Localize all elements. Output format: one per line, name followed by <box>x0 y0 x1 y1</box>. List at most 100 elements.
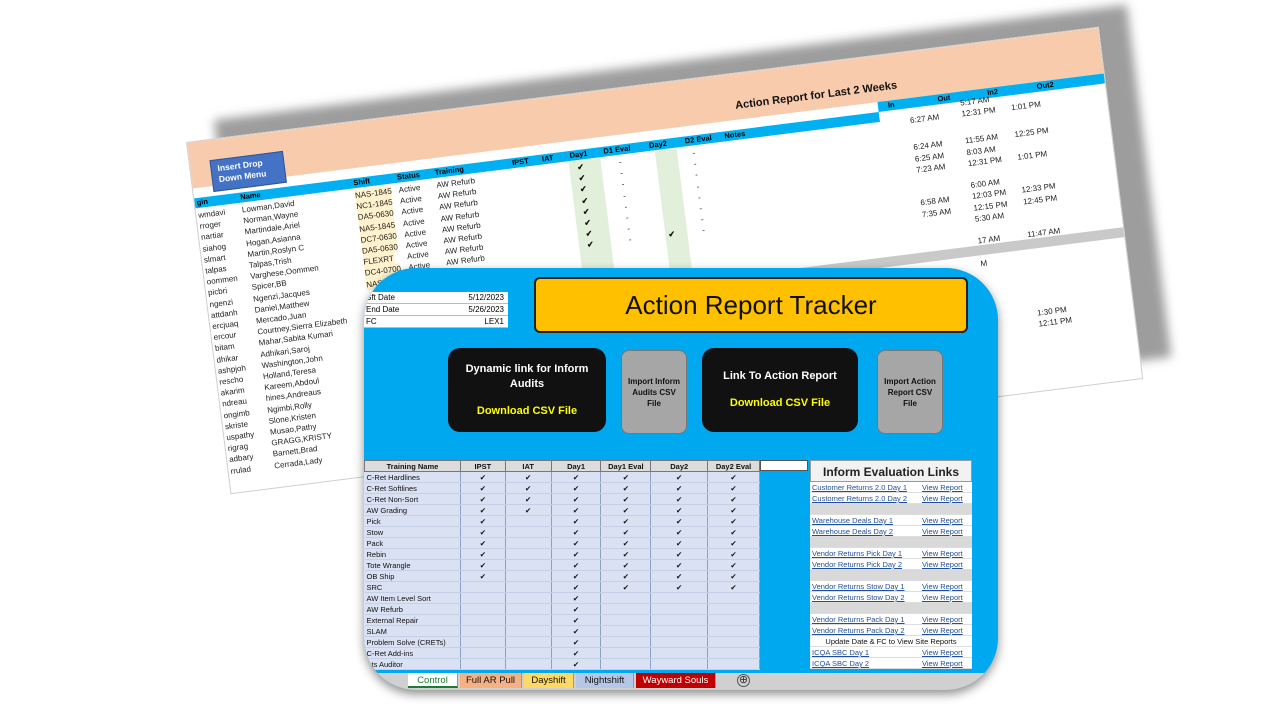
training-check-cell[interactable] <box>505 548 552 560</box>
inform-report-link[interactable]: Warehouse Deals Day 1 <box>812 516 894 525</box>
view-report-link[interactable]: View Report <box>922 615 963 624</box>
training-check-cell[interactable]: ✔ <box>551 658 602 670</box>
training-check-cell[interactable]: ✔ <box>650 537 709 549</box>
training-check-cell[interactable]: ✔ <box>650 581 709 593</box>
inform-report-link[interactable]: Warehouse Deals Day 2 <box>812 527 894 536</box>
training-check-cell[interactable]: ✔ <box>707 471 760 483</box>
training-check-cell[interactable] <box>505 658 552 670</box>
training-check-cell[interactable] <box>707 658 760 670</box>
training-check-cell[interactable]: ✔ <box>600 471 652 483</box>
training-check-cell[interactable] <box>460 647 506 659</box>
training-check-cell[interactable] <box>505 581 552 593</box>
selected-cell[interactable] <box>760 460 808 471</box>
training-check-cell[interactable]: ✔ <box>707 548 760 560</box>
view-report-link[interactable]: View Report <box>922 494 963 503</box>
training-check-cell[interactable]: ✔ <box>650 570 709 582</box>
training-check-cell[interactable] <box>707 603 760 615</box>
training-check-cell[interactable]: ✔ <box>707 515 760 527</box>
training-check-cell[interactable]: ✔ <box>460 471 506 483</box>
view-report-link[interactable]: View Report <box>922 516 963 525</box>
training-check-cell[interactable] <box>600 625 652 637</box>
training-check-cell[interactable] <box>460 592 506 604</box>
view-report-link[interactable]: View Report <box>922 626 963 635</box>
inform-report-link[interactable]: Customer Returns 2.0 Day 1 <box>812 483 908 492</box>
training-check-cell[interactable] <box>460 658 506 670</box>
training-check-cell[interactable]: ✔ <box>551 625 602 637</box>
training-check-cell[interactable]: ✔ <box>505 493 552 505</box>
training-check-cell[interactable]: ✔ <box>460 515 506 527</box>
training-check-cell[interactable]: ✔ <box>551 493 602 505</box>
training-check-cell[interactable]: ✔ <box>505 471 552 483</box>
training-check-cell[interactable]: ✔ <box>600 548 652 560</box>
training-check-cell[interactable] <box>650 603 709 615</box>
sheet-tab-nightshift[interactable]: Nightshift <box>576 673 634 688</box>
training-check-cell[interactable]: ✔ <box>600 526 652 538</box>
training-check-cell[interactable]: ✔ <box>551 570 602 582</box>
training-check-cell[interactable]: ✔ <box>551 592 602 604</box>
training-check-cell[interactable] <box>460 636 506 648</box>
training-check-cell[interactable]: ✔ <box>505 482 552 494</box>
training-check-cell[interactable] <box>505 647 552 659</box>
view-report-link[interactable]: View Report <box>922 560 963 569</box>
sheet-tab-wayward-souls[interactable]: Wayward Souls <box>636 673 716 688</box>
training-check-cell[interactable]: ✔ <box>650 493 709 505</box>
training-check-cell[interactable]: ✔ <box>551 482 602 494</box>
inform-report-link[interactable]: Vendor Returns Pack Day 1 <box>812 615 905 624</box>
training-check-cell[interactable] <box>650 658 709 670</box>
training-check-cell[interactable] <box>505 636 552 648</box>
training-check-cell[interactable]: ✔ <box>650 526 709 538</box>
view-report-link[interactable]: View Report <box>922 593 963 602</box>
training-check-cell[interactable]: ✔ <box>551 548 602 560</box>
training-check-cell[interactable]: ✔ <box>551 537 602 549</box>
training-check-cell[interactable]: ✔ <box>600 537 652 549</box>
training-check-cell[interactable] <box>707 625 760 637</box>
training-check-cell[interactable] <box>505 526 552 538</box>
training-check-cell[interactable]: ✔ <box>650 504 709 516</box>
training-check-cell[interactable]: ✔ <box>505 504 552 516</box>
training-check-cell[interactable] <box>650 614 709 626</box>
training-check-cell[interactable]: ✔ <box>600 559 652 571</box>
training-check-cell[interactable] <box>600 658 652 670</box>
training-check-cell[interactable]: ✔ <box>650 471 709 483</box>
training-check-cell[interactable] <box>505 537 552 549</box>
training-check-cell[interactable]: ✔ <box>707 493 760 505</box>
sheet-tab-control[interactable]: Control <box>408 673 458 688</box>
sheet-tab-dayshift[interactable]: Dayshift <box>524 673 574 688</box>
training-check-cell[interactable] <box>600 614 652 626</box>
inform-audits-link-button[interactable]: Dynamic link for Inform Audits Download … <box>448 348 606 432</box>
training-check-cell[interactable]: ✔ <box>460 548 506 560</box>
training-check-cell[interactable]: ✔ <box>707 559 760 571</box>
sheet-tab-full-ar-pull[interactable]: Full AR Pull <box>460 673 522 688</box>
view-report-link[interactable]: View Report <box>922 483 963 492</box>
fc-value[interactable]: LEX1 <box>484 317 504 326</box>
training-check-cell[interactable]: ✔ <box>600 515 652 527</box>
view-report-link[interactable]: View Report <box>922 582 963 591</box>
inform-report-link[interactable]: Vendor Returns Stow Day 1 <box>812 582 905 591</box>
training-check-cell[interactable] <box>505 559 552 571</box>
training-check-cell[interactable]: ✔ <box>551 559 602 571</box>
training-check-cell[interactable]: ✔ <box>551 647 602 659</box>
training-check-cell[interactable] <box>460 603 506 615</box>
add-sheet-icon[interactable]: ⊕ <box>737 674 750 687</box>
training-check-cell[interactable] <box>460 614 506 626</box>
training-check-cell[interactable]: ✔ <box>650 559 709 571</box>
training-check-cell[interactable]: ✔ <box>707 581 760 593</box>
inform-report-link[interactable]: ICQA SBC Day 1 <box>812 648 870 657</box>
training-check-cell[interactable] <box>505 515 552 527</box>
training-check-cell[interactable] <box>650 636 709 648</box>
training-check-cell[interactable]: ✔ <box>650 515 709 527</box>
training-check-cell[interactable] <box>650 625 709 637</box>
training-check-cell[interactable] <box>460 581 506 593</box>
training-check-cell[interactable] <box>505 614 552 626</box>
training-check-cell[interactable] <box>600 647 652 659</box>
inform-report-link[interactable]: Vendor Returns Pack Day 2 <box>812 626 905 635</box>
training-check-cell[interactable]: ✔ <box>707 537 760 549</box>
training-check-cell[interactable]: ✔ <box>460 526 506 538</box>
training-check-cell[interactable]: ✔ <box>600 493 652 505</box>
training-check-cell[interactable]: ✔ <box>650 548 709 560</box>
training-check-cell[interactable]: ✔ <box>551 614 602 626</box>
training-check-cell[interactable]: ✔ <box>600 482 652 494</box>
view-report-link[interactable]: View Report <box>922 659 963 668</box>
view-report-link[interactable]: View Report <box>922 648 963 657</box>
training-check-cell[interactable] <box>600 636 652 648</box>
